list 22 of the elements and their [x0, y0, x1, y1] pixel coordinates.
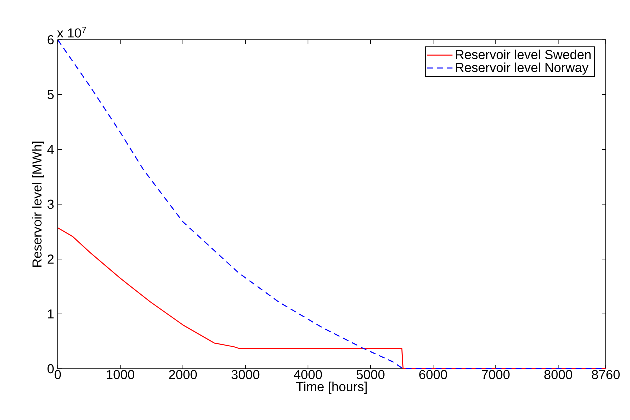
x-axis-title: Time [hours] [296, 382, 367, 394]
legend-label: Reservoir level Norway [456, 62, 589, 75]
x-tick-label: 8000 [544, 370, 572, 380]
x-tick-label: 1000 [107, 370, 135, 380]
y-tick-label: 6 [48, 35, 54, 45]
y-tick-label: 2 [48, 254, 54, 264]
x-tick-label: 6000 [420, 370, 448, 380]
y-tick-label: 1 [48, 310, 54, 319]
x-tick-label: 4000 [294, 370, 322, 380]
line-series [58, 40, 606, 369]
legend-label: Reservoir level Sweden [456, 50, 591, 60]
x-tick-label: 8760 [592, 370, 620, 380]
text: x 10$^{7}$ [57, 27, 86, 38]
x-tick-label: 5000 [356, 370, 385, 380]
y-tick-label: 3 [48, 200, 54, 210]
y-axis-title: Reservoir level [MWh] [32, 142, 44, 268]
x-tick-label: 0 [54, 370, 62, 380]
y-tick-label: 5 [48, 90, 54, 100]
x-tick-label: 2000 [169, 370, 198, 380]
x-tick-label: 3000 [232, 370, 260, 380]
y-tick-label: 4 [48, 145, 54, 154]
x-tick-label: 7000 [482, 370, 510, 380]
